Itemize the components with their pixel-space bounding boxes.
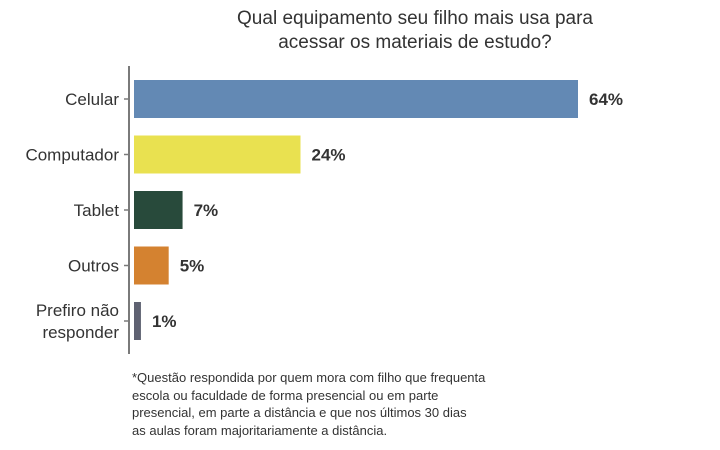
- bar-0: [134, 80, 578, 118]
- bar-1: [134, 135, 301, 174]
- bar-4: [134, 302, 141, 340]
- value-label-4: 1%: [152, 312, 177, 331]
- category-labels: Celular Computador Tablet Outros Prefiro não…: [25, 90, 119, 342]
- category-label-2: Tablet: [74, 201, 120, 220]
- footnote: *Questão respondida por quem mora com fi…: [132, 369, 572, 439]
- value-label-1: 24%: [312, 146, 346, 165]
- category-label-4: Prefiro não responder: [36, 301, 119, 342]
- bar-3: [134, 246, 169, 285]
- value-labels: 64% 24% 7% 5% 1%: [152, 90, 623, 331]
- category-label-0: Celular: [65, 90, 119, 109]
- bar-2: [134, 191, 183, 229]
- category-label-4-line-0: Prefiro não: [36, 301, 119, 320]
- chart-title-line-2: acessar os materiais de estudo?: [278, 32, 552, 53]
- chart-title: Qual equipamento seu filho mais usa para…: [200, 7, 630, 55]
- footnote-line-2: escola ou faculdade de forma presencial …: [132, 387, 439, 403]
- footnote-line-1: *Questão respondida por quem mora com fi…: [132, 370, 486, 385]
- bar-chart: Celular Computador Tablet Outros Prefiro não…: [25, 66, 623, 354]
- bars-group: [134, 80, 578, 340]
- category-label-1-line-0: Computador: [25, 146, 119, 165]
- y-axis-ticks: [124, 98, 129, 322]
- value-label-2: 7%: [194, 201, 219, 220]
- category-label-3: Outros: [68, 257, 119, 276]
- category-label-2-line-0: Tablet: [74, 201, 120, 220]
- value-label-3: 5%: [180, 257, 205, 276]
- footnote-line-3: presencial, em parte a distância e que n…: [132, 405, 467, 420]
- footnote-line-4: as aulas foram majoritariamente a distân…: [132, 422, 388, 438]
- category-label-1: Computador: [25, 146, 119, 165]
- category-label-0-line-0: Celular: [65, 90, 119, 109]
- category-label-3-line-0: Outros: [68, 257, 119, 276]
- value-label-0: 64%: [589, 90, 623, 109]
- chart-title-line-1: Qual equipamento seu filho mais usa para: [237, 8, 593, 29]
- category-label-4-line-1: responder: [42, 323, 119, 342]
